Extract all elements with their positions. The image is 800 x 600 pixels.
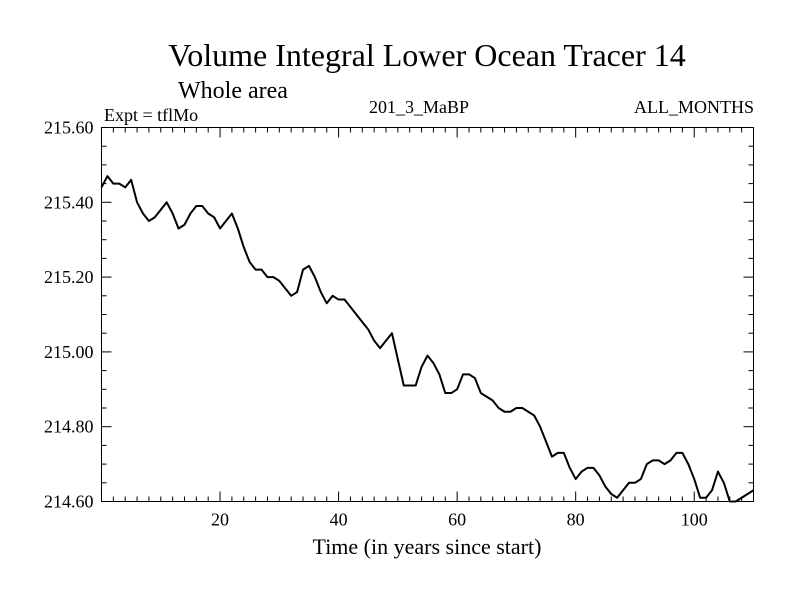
x-axis: 20 40 60 80 100: [112, 127, 754, 530]
x-tick-label: 100: [681, 510, 708, 530]
experiment-label: Expt = tflMo: [104, 105, 198, 125]
chart-title: Volume Integral Lower Ocean Tracer 14: [168, 37, 685, 73]
x-tick-label: 20: [211, 510, 229, 530]
run-id-label: 201_3_MaBP: [369, 97, 469, 117]
y-tick-label: 214.80: [44, 417, 94, 437]
y-tick-label: 215.60: [44, 118, 94, 138]
y-tick-label: 215.00: [44, 342, 94, 362]
plot-frame: [101, 127, 754, 502]
x-axis-label: Time (in years since start): [313, 534, 542, 559]
series-line: [100, 175, 755, 503]
y-tick-label: 215.40: [44, 192, 94, 212]
y-tick-label: 214.60: [44, 492, 94, 512]
period-label: ALL_MONTHS: [634, 97, 754, 117]
series-layer: [100, 175, 755, 503]
x-tick-label: 60: [448, 510, 466, 530]
x-tick-label: 40: [330, 510, 348, 530]
x-tick-label: 80: [567, 510, 585, 530]
y-axis: 214.60 214.80 215.00 215.20 215.40 215.60: [44, 118, 754, 512]
y-tick-label: 215.20: [44, 267, 94, 287]
chart-subtitle: Whole area: [178, 78, 288, 104]
